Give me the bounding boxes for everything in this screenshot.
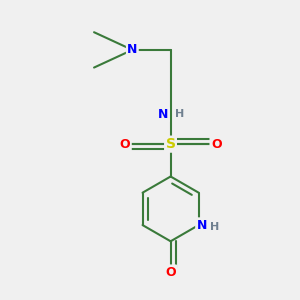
- Text: H: H: [175, 109, 184, 119]
- Text: O: O: [120, 138, 130, 151]
- Text: N: N: [127, 44, 137, 56]
- Text: S: S: [166, 137, 176, 151]
- Text: N: N: [158, 108, 168, 121]
- Text: N: N: [196, 219, 207, 232]
- Text: S: S: [166, 137, 176, 151]
- Text: O: O: [120, 138, 130, 151]
- Text: O: O: [165, 266, 176, 279]
- Text: O: O: [211, 138, 222, 151]
- Text: O: O: [211, 138, 222, 151]
- Text: H: H: [210, 222, 220, 233]
